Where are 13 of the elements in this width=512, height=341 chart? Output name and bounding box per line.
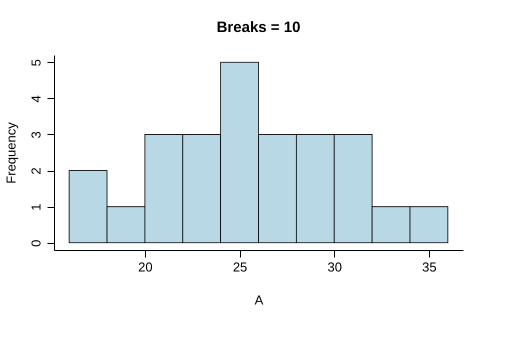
x-axis-title: A (254, 292, 264, 308)
chart-title: Breaks = 10 (216, 19, 300, 36)
y-tick-label: 3 (28, 131, 44, 139)
y-tick-label: 4 (28, 95, 44, 102)
y-tick-label: 1 (28, 204, 44, 211)
y-tick-label: 0 (28, 240, 44, 247)
y-axis-title: Frequency (4, 122, 18, 184)
y-tick-label: 5 (28, 59, 44, 66)
x-tick-label: 35 (422, 260, 437, 274)
x-tick-label: 30 (328, 260, 342, 274)
x-tick-label: 25 (232, 260, 248, 274)
x-tick-label: 20 (138, 260, 153, 274)
y-tick-label: 2 (28, 167, 44, 175)
